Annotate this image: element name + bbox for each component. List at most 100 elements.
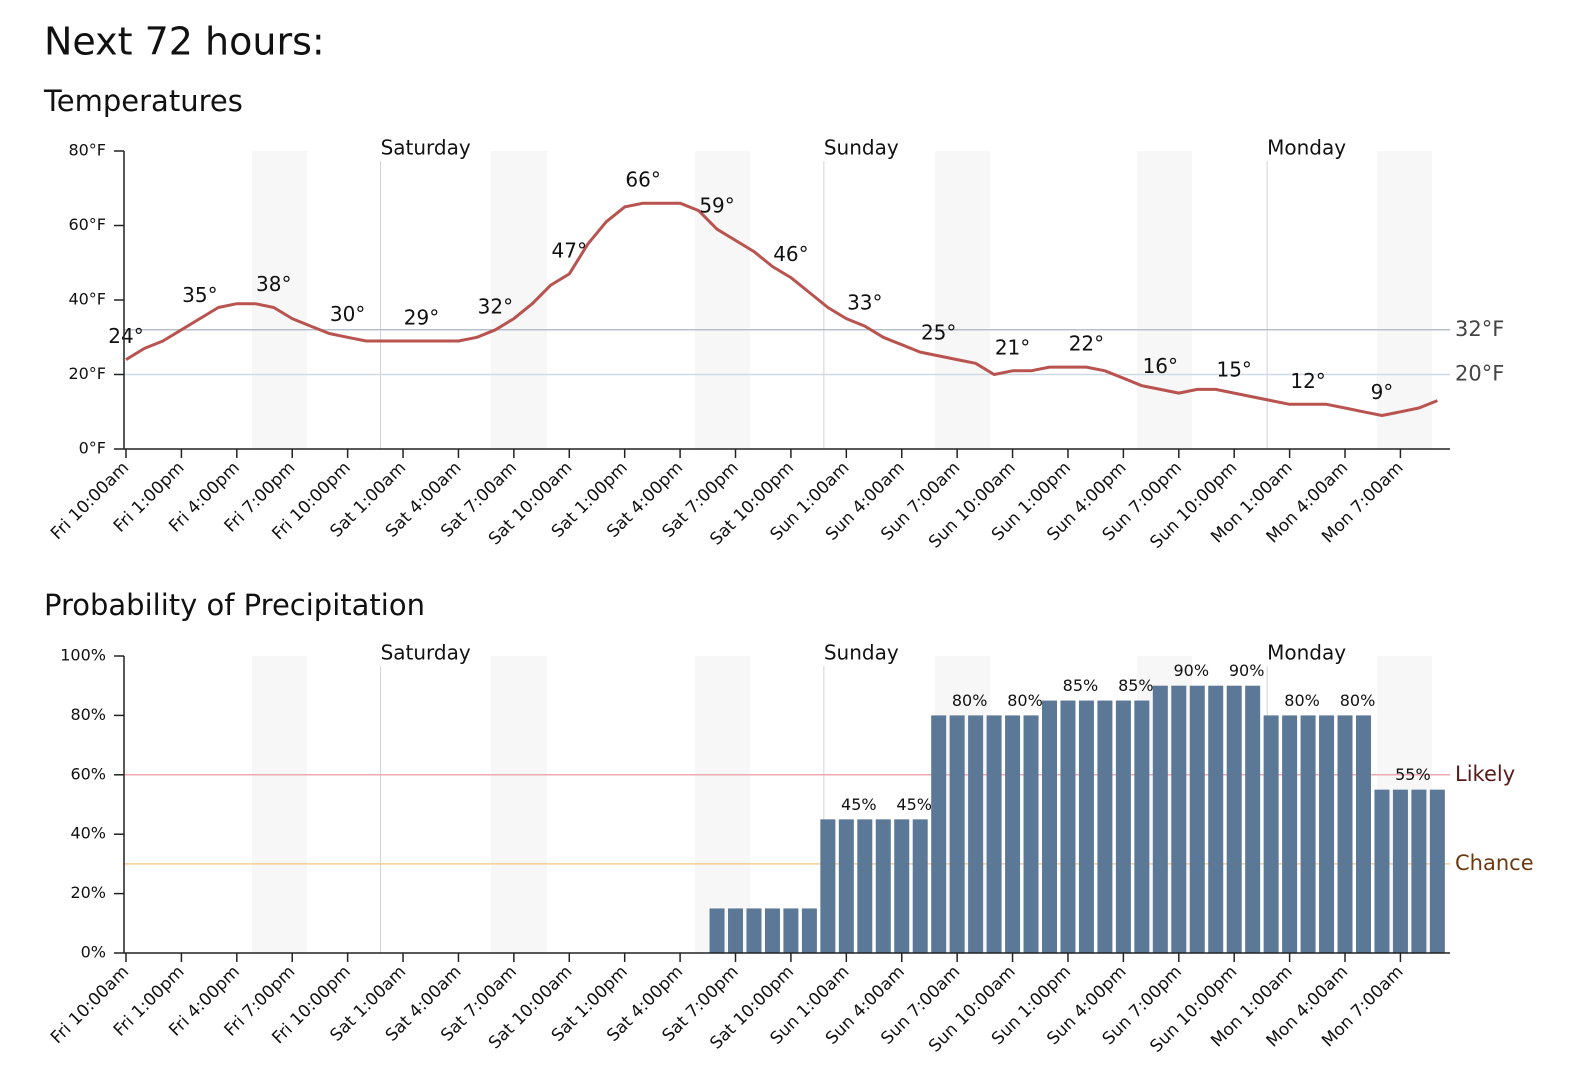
bar bbox=[1374, 789, 1390, 953]
night-band bbox=[1137, 151, 1192, 449]
data-label: 46° bbox=[773, 242, 808, 266]
bar bbox=[783, 908, 799, 953]
bar bbox=[1115, 700, 1131, 953]
data-label: 47° bbox=[552, 238, 587, 262]
data-label: 45% bbox=[841, 795, 877, 814]
data-label: 35° bbox=[182, 283, 217, 307]
data-label: 80% bbox=[1340, 691, 1376, 710]
day-label: Sunday bbox=[824, 641, 899, 665]
y-tick-label: 0% bbox=[81, 943, 106, 962]
bar bbox=[1282, 715, 1298, 953]
data-label: 29° bbox=[404, 305, 439, 329]
reference-label: 20°F bbox=[1455, 362, 1504, 386]
bar bbox=[709, 908, 725, 953]
bar bbox=[1355, 715, 1371, 953]
bar bbox=[986, 715, 1002, 953]
bar bbox=[1171, 685, 1187, 953]
bar bbox=[764, 908, 780, 953]
bar bbox=[912, 819, 928, 953]
data-label: 66° bbox=[625, 168, 660, 192]
data-label: 38° bbox=[256, 272, 291, 296]
chart-title: Probability of Precipitation bbox=[44, 588, 425, 622]
bar bbox=[1208, 685, 1224, 953]
day-label: Sunday bbox=[824, 136, 899, 160]
bar bbox=[1042, 700, 1057, 953]
night-band bbox=[695, 656, 750, 953]
night-band bbox=[252, 151, 307, 449]
bar bbox=[1023, 715, 1039, 953]
bar bbox=[1005, 715, 1021, 953]
data-label: 12° bbox=[1290, 369, 1325, 393]
data-label: 25° bbox=[921, 320, 956, 344]
bar bbox=[1134, 700, 1150, 953]
data-label: 22° bbox=[1069, 332, 1104, 356]
data-label: 90% bbox=[1229, 661, 1265, 680]
bar bbox=[1078, 700, 1094, 953]
night-band bbox=[935, 151, 990, 449]
data-label: 21° bbox=[995, 335, 1030, 359]
y-tick-label: 40% bbox=[70, 824, 106, 843]
bar bbox=[1226, 685, 1242, 953]
bar bbox=[820, 819, 836, 953]
bar bbox=[1337, 715, 1353, 953]
y-tick-label: 60°F bbox=[68, 215, 106, 234]
page-heading: Next 72 hours: bbox=[44, 20, 325, 64]
bar bbox=[894, 819, 910, 953]
day-label: Saturday bbox=[381, 136, 471, 160]
data-label: 45% bbox=[896, 795, 932, 814]
bar bbox=[949, 715, 965, 953]
bar bbox=[728, 908, 744, 953]
bar bbox=[801, 908, 817, 953]
bar bbox=[1263, 715, 1279, 953]
y-tick-label: 100% bbox=[60, 646, 106, 665]
data-label: 85% bbox=[1118, 676, 1154, 695]
y-tick-label: 20°F bbox=[68, 364, 106, 383]
bar bbox=[1300, 715, 1316, 953]
bar bbox=[1152, 685, 1168, 953]
night-band bbox=[1377, 151, 1432, 449]
y-tick-label: 0°F bbox=[79, 439, 106, 458]
data-label: 85% bbox=[1063, 676, 1099, 695]
data-label: 59° bbox=[699, 194, 734, 218]
y-tick-label: 20% bbox=[70, 883, 106, 902]
data-label: 30° bbox=[330, 302, 365, 326]
data-label: 55% bbox=[1395, 765, 1431, 784]
data-label: 80% bbox=[1007, 691, 1043, 710]
bar bbox=[968, 715, 984, 953]
reference-label: 32°F bbox=[1455, 317, 1504, 341]
bar bbox=[875, 819, 891, 953]
bar bbox=[1245, 685, 1261, 953]
bar bbox=[931, 715, 947, 953]
day-label: Saturday bbox=[381, 641, 471, 665]
y-tick-label: 80% bbox=[70, 705, 106, 724]
data-label: 24° bbox=[108, 324, 143, 348]
bar bbox=[857, 819, 873, 953]
data-label: 80% bbox=[1284, 691, 1320, 710]
night-band bbox=[491, 656, 547, 953]
reference-label: Likely bbox=[1455, 762, 1515, 786]
bar bbox=[1411, 789, 1427, 953]
data-label: 90% bbox=[1173, 661, 1209, 680]
reference-label: Chance bbox=[1455, 851, 1534, 875]
bar bbox=[1319, 715, 1335, 953]
data-label: 9° bbox=[1371, 380, 1394, 404]
data-label: 80% bbox=[952, 691, 988, 710]
bar bbox=[1392, 789, 1408, 953]
chart-title: Temperatures bbox=[43, 84, 243, 118]
night-band bbox=[252, 656, 307, 953]
y-tick-label: 60% bbox=[70, 764, 106, 783]
bar bbox=[1429, 789, 1445, 953]
bar bbox=[1060, 700, 1076, 953]
bar bbox=[838, 819, 854, 953]
temperature-line bbox=[125, 201, 1438, 417]
bar bbox=[1097, 700, 1113, 953]
data-label: 15° bbox=[1216, 358, 1251, 382]
day-label: Monday bbox=[1267, 136, 1346, 160]
data-label: 33° bbox=[847, 291, 882, 315]
night-band bbox=[695, 151, 750, 449]
day-label: Monday bbox=[1267, 641, 1346, 665]
y-tick-label: 40°F bbox=[68, 290, 106, 309]
data-label: 16° bbox=[1143, 354, 1178, 378]
y-tick-label: 80°F bbox=[68, 141, 106, 160]
